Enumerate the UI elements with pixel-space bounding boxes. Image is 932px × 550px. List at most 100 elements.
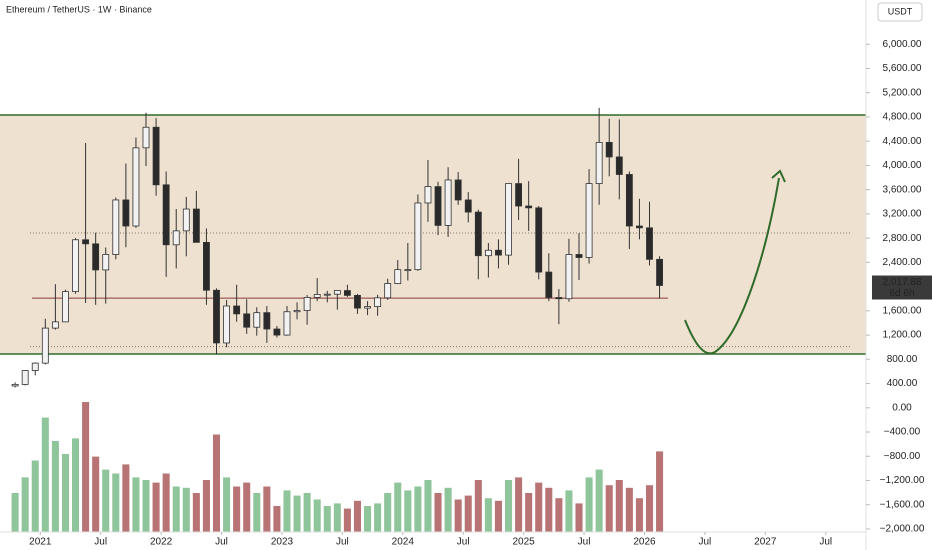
candle-body	[585, 183, 593, 258]
candle-body	[424, 186, 432, 204]
volume-bar	[313, 499, 321, 532]
volume-bar	[343, 508, 351, 532]
x-tick-label: 2026	[633, 537, 656, 548]
candle-body	[444, 179, 452, 226]
y-tick-label: 5,200.00	[883, 87, 922, 98]
volume-bar	[263, 486, 271, 532]
candle-body	[565, 254, 573, 300]
volume-bar	[323, 506, 331, 532]
volume-bar	[11, 493, 19, 532]
candle-body	[354, 294, 361, 309]
y-tick-label: 4,400.00	[883, 136, 922, 147]
candle-body	[72, 239, 79, 292]
volume-bar	[585, 477, 593, 532]
volume-bar	[515, 477, 523, 532]
volume-bar	[494, 500, 502, 532]
volume-bar	[192, 493, 200, 532]
candle-body	[122, 199, 130, 227]
volume-bar	[444, 487, 452, 532]
volume-bar	[31, 460, 39, 532]
volume-bar	[182, 487, 190, 532]
y-tick-label: 4,800.00	[883, 112, 922, 123]
volume-bar	[364, 506, 372, 532]
x-tick-label: 2023	[271, 537, 294, 548]
plot-area	[0, 107, 866, 532]
volume-bar	[464, 495, 472, 532]
x-tick-label: 2022	[150, 537, 173, 548]
candle-body	[11, 383, 19, 387]
volume-bar	[525, 493, 533, 532]
candle-body	[343, 290, 351, 296]
candle-body	[636, 225, 643, 229]
x-tick-label: 2024	[392, 537, 415, 548]
currency-button[interactable]	[877, 2, 923, 22]
candle-body	[152, 126, 160, 186]
volume-bar	[645, 485, 654, 532]
candle-body	[535, 207, 543, 273]
x-tick-label: Jul	[215, 537, 228, 548]
currency-label[interactable]: USDT	[888, 6, 913, 16]
y-tick-label: −800.00	[884, 451, 921, 462]
candle-body	[374, 297, 382, 307]
volume-bar	[112, 473, 120, 532]
candle-body	[434, 186, 442, 226]
candle-body	[495, 249, 502, 256]
volume-bar	[293, 495, 301, 532]
candle-body	[414, 202, 422, 271]
candle-body	[51, 321, 59, 329]
volume-bar	[333, 503, 341, 532]
x-tick-label: 2027	[754, 537, 777, 548]
y-tick-label: −1,200.00	[880, 475, 925, 486]
volume-bar	[635, 498, 643, 532]
candle-body	[142, 126, 150, 149]
volume-bar	[152, 482, 160, 532]
y-tick-label: 3,200.00	[883, 209, 922, 220]
candle-body	[364, 306, 371, 309]
volume-bar	[202, 480, 210, 532]
volume-bar	[424, 480, 432, 532]
y-tick-label: 2,400.00	[883, 257, 922, 268]
candle-body	[273, 328, 281, 336]
candle-body	[82, 239, 90, 245]
y-tick-label: 1,600.00	[883, 305, 922, 316]
volume-bar	[142, 480, 150, 532]
candle-body	[132, 147, 140, 227]
candle-body	[646, 227, 653, 260]
candle-body	[243, 313, 251, 328]
x-tick-label: Jul	[819, 537, 832, 548]
x-tick-label: Jul	[578, 537, 591, 548]
volume-bar	[303, 493, 311, 532]
countdown-label: 6d 6h	[889, 288, 914, 299]
chart-title: Ethereum / TetherUS · 1W · Binance	[6, 4, 152, 14]
candle-body	[404, 269, 412, 272]
candle-body	[625, 174, 633, 227]
candle-body	[575, 254, 583, 258]
volume-bar	[82, 402, 90, 532]
candle-body	[454, 179, 462, 201]
volume-bar	[102, 469, 110, 532]
candle-body	[233, 305, 241, 315]
volume-bar	[132, 477, 140, 532]
volume-bar	[353, 500, 362, 532]
volume-bar	[656, 451, 664, 532]
candle-body	[323, 293, 331, 296]
candle-body	[605, 141, 613, 158]
volume-bar	[474, 480, 482, 532]
volume-bar	[565, 490, 573, 532]
volume-bar	[253, 493, 261, 532]
candle-body	[112, 199, 120, 255]
x-tick-label: 2021	[29, 537, 52, 548]
candle-body	[253, 312, 261, 328]
candle-body	[263, 312, 271, 330]
volume-bar	[233, 486, 241, 532]
volume-bar	[223, 477, 231, 532]
candle-body	[313, 294, 321, 298]
last-price-label: 2,017.88	[883, 277, 922, 288]
volume-bar	[92, 456, 100, 532]
candle-body	[162, 184, 170, 246]
y-tick-label: 1,200.00	[883, 330, 922, 341]
arrow-head	[771, 169, 786, 183]
candle-body	[31, 362, 39, 371]
x-tick-label: Jul	[94, 537, 107, 548]
